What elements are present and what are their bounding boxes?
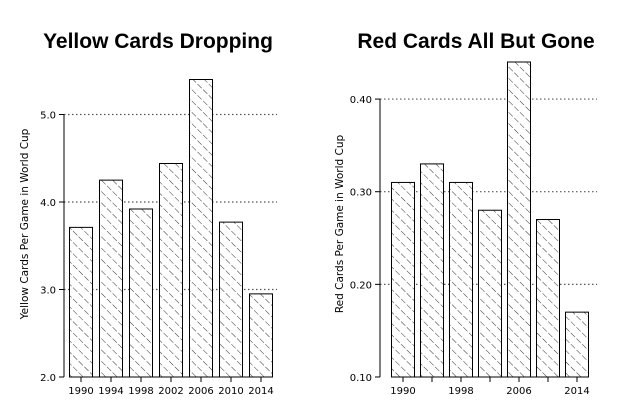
x-tick-label: 1990 [68, 386, 93, 397]
x-tick-label: 1998 [448, 386, 473, 397]
bar-2014 [249, 293, 273, 378]
x-tick-label: 1994 [98, 386, 123, 397]
bar-1990 [391, 181, 415, 378]
bar-1990 [69, 226, 93, 378]
bars [391, 61, 589, 378]
bar-2014 [565, 311, 589, 378]
chart-title: Yellow Cards Dropping [43, 30, 273, 53]
x-tick-label: 2002 [158, 386, 183, 397]
x-tick-label: 2010 [218, 386, 243, 397]
bar-2006 [507, 61, 531, 378]
axes: 2.0 3.0 4.0 5.0 1990 1994 1998 2002 2006 2010 2014 [40, 111, 274, 398]
bar-2010 [536, 219, 560, 378]
bar-1998 [129, 208, 153, 378]
x-tick-label: 1990 [390, 386, 415, 397]
x-tick-label: 2014 [248, 386, 273, 397]
y-tick-label: 4.0 [40, 198, 56, 209]
bars [69, 79, 273, 378]
y-axis-label: Yellow Cards Per Game in World Cup [19, 128, 31, 320]
bar-2010 [219, 221, 243, 378]
bar-2006 [189, 79, 213, 378]
bar-2002 [478, 209, 502, 378]
bar-1998 [449, 181, 473, 378]
x-tick-label: 2006 [188, 386, 213, 397]
red-cards-panel: Red Cards All But Gone Red Cards Per Gam… [334, 30, 597, 397]
bar-1994 [99, 179, 123, 378]
y-tick-label: 0.10 [350, 373, 372, 384]
y-tick-label: 5.0 [40, 111, 56, 122]
chart-title: Red Cards All But Gone [357, 30, 594, 53]
yellow-cards-panel: Yellow Cards Dropping Yellow Cards Per G… [19, 30, 277, 397]
y-tick-label: 0.20 [350, 280, 372, 291]
y-axis-label: Red Cards Per Game in World Cup [334, 135, 346, 314]
x-tick-label: 1998 [128, 386, 153, 397]
bar-1994 [420, 163, 444, 378]
x-tick-label: 2006 [506, 386, 531, 397]
bar-2002 [159, 163, 183, 378]
y-tick-label: 0.40 [350, 95, 372, 106]
y-tick-label: 3.0 [40, 286, 56, 297]
y-tick-label: 2.0 [40, 373, 56, 384]
y-tick-label: 0.30 [350, 188, 372, 199]
axes: 0.10 0.20 0.30 0.40 1990 1998 2006 2014 [350, 95, 590, 397]
x-tick-label: 2014 [564, 386, 589, 397]
